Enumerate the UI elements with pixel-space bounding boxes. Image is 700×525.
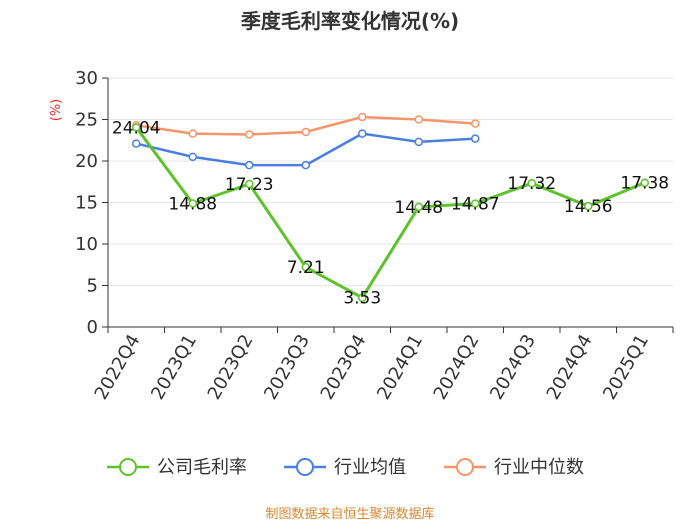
y-tick-label: 10 — [75, 234, 98, 255]
series-line — [135, 132, 476, 167]
source-note: 制图数据来自恒生聚源数据库 — [265, 506, 434, 522]
data-point — [358, 129, 367, 138]
data-point — [414, 115, 423, 124]
x-tick-label: 2023Q1 — [147, 331, 201, 403]
data-label: 24.04 — [112, 118, 161, 138]
y-tick-label: 20 — [75, 151, 98, 172]
legend-item: 行业中位数 — [444, 457, 584, 478]
y-tick-label: 15 — [75, 193, 98, 214]
y-tick-label: 25 — [75, 110, 98, 131]
data-point — [414, 137, 423, 147]
data-point — [584, 201, 593, 211]
data-point — [132, 139, 141, 148]
legend-marker-icon — [456, 458, 474, 476]
y-tick-label: 30 — [75, 68, 98, 89]
x-tick-label: 2024Q2 — [430, 331, 484, 403]
x-tick-label: 2025Q1 — [599, 331, 653, 403]
legend-item: 公司毛利率 — [107, 457, 247, 478]
x-tick-label: 2024Q1 — [373, 331, 427, 403]
data-point — [358, 112, 367, 122]
data-point — [188, 152, 197, 162]
legend-label: 公司毛利率 — [157, 457, 247, 478]
data-point — [471, 119, 480, 128]
data-point — [132, 123, 141, 132]
data-point — [188, 199, 197, 208]
data-label: 17.23 — [225, 175, 274, 195]
data-labels: 24.04 14.88 17.23 7.21 3.53 14.48 14.87 17.32 14… — [112, 118, 669, 308]
x-tick-label: 2023Q4 — [317, 331, 371, 403]
data-label: 14.87 — [451, 195, 500, 215]
data-label: 14.56 — [564, 197, 613, 217]
chart-title: 季度毛利率变化情况(%) — [240, 9, 459, 33]
y-tick-labels: 0 5 10 15 20 25 30 — [75, 68, 98, 338]
y-tick-label: 0 — [87, 317, 98, 338]
data-label: 3.53 — [343, 289, 381, 309]
data-point — [245, 179, 254, 189]
data-label: 17.38 — [620, 174, 669, 194]
legend-marker-icon — [296, 458, 314, 476]
legend-item: 行业均值 — [284, 457, 406, 478]
data-point — [414, 202, 423, 212]
legend-label: 行业中位数 — [494, 457, 584, 478]
data-point — [245, 160, 254, 170]
x-tick-labels: 2022Q4 2023Q1 2023Q2 2023Q3 2023Q4 2024Q1 2024… — [91, 331, 653, 403]
data-point — [527, 178, 536, 188]
data-point — [188, 129, 197, 138]
y-axis-unit: (%) — [49, 99, 64, 122]
x-tick-label: 2024Q4 — [543, 331, 597, 403]
x-tick-label: 2024Q3 — [486, 331, 540, 403]
series-points — [132, 112, 649, 302]
data-point — [471, 199, 480, 208]
data-point — [301, 127, 310, 137]
legend-label: 行业均值 — [334, 457, 406, 478]
data-point — [301, 160, 310, 170]
x-tick-label: 2022Q4 — [91, 331, 145, 403]
y-tick-label: 5 — [87, 276, 98, 297]
data-point — [471, 134, 480, 143]
x-tick-label: 2023Q3 — [260, 331, 314, 403]
data-point — [640, 178, 649, 187]
data-label: 7.21 — [287, 258, 325, 278]
data-point — [245, 130, 254, 139]
data-label: 14.88 — [168, 194, 217, 214]
legend: 公司毛利率 行业均值 行业中位数 — [107, 457, 584, 478]
data-label: 17.32 — [507, 174, 556, 194]
data-point — [301, 262, 310, 272]
x-tick-label: 2023Q2 — [204, 331, 258, 403]
axes — [102, 77, 674, 333]
legend-marker-icon — [119, 458, 137, 476]
series-line — [135, 126, 646, 300]
data-point — [358, 293, 367, 302]
data-label: 14.48 — [394, 198, 443, 218]
